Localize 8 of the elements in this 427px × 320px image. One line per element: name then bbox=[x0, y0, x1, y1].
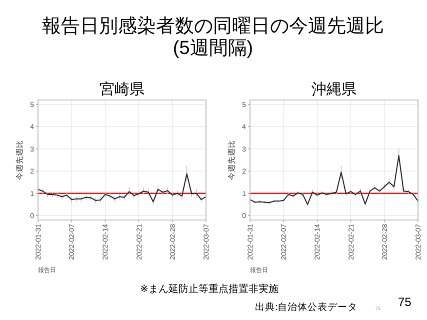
text: 報告日別感染者数の同曜日の今週先週比 (5週間隔) bbox=[42, 15, 384, 59]
source-note: 出典:自治体公表データ bbox=[255, 301, 358, 313]
line-series bbox=[249, 155, 419, 205]
chart-title: 沖縄県 bbox=[312, 81, 356, 98]
text: 75 bbox=[398, 295, 412, 309]
text: ※まん延防止等重点措置非実施 bbox=[140, 283, 278, 295]
line-series bbox=[37, 173, 207, 202]
chart-title: 宮崎県 bbox=[100, 81, 144, 98]
